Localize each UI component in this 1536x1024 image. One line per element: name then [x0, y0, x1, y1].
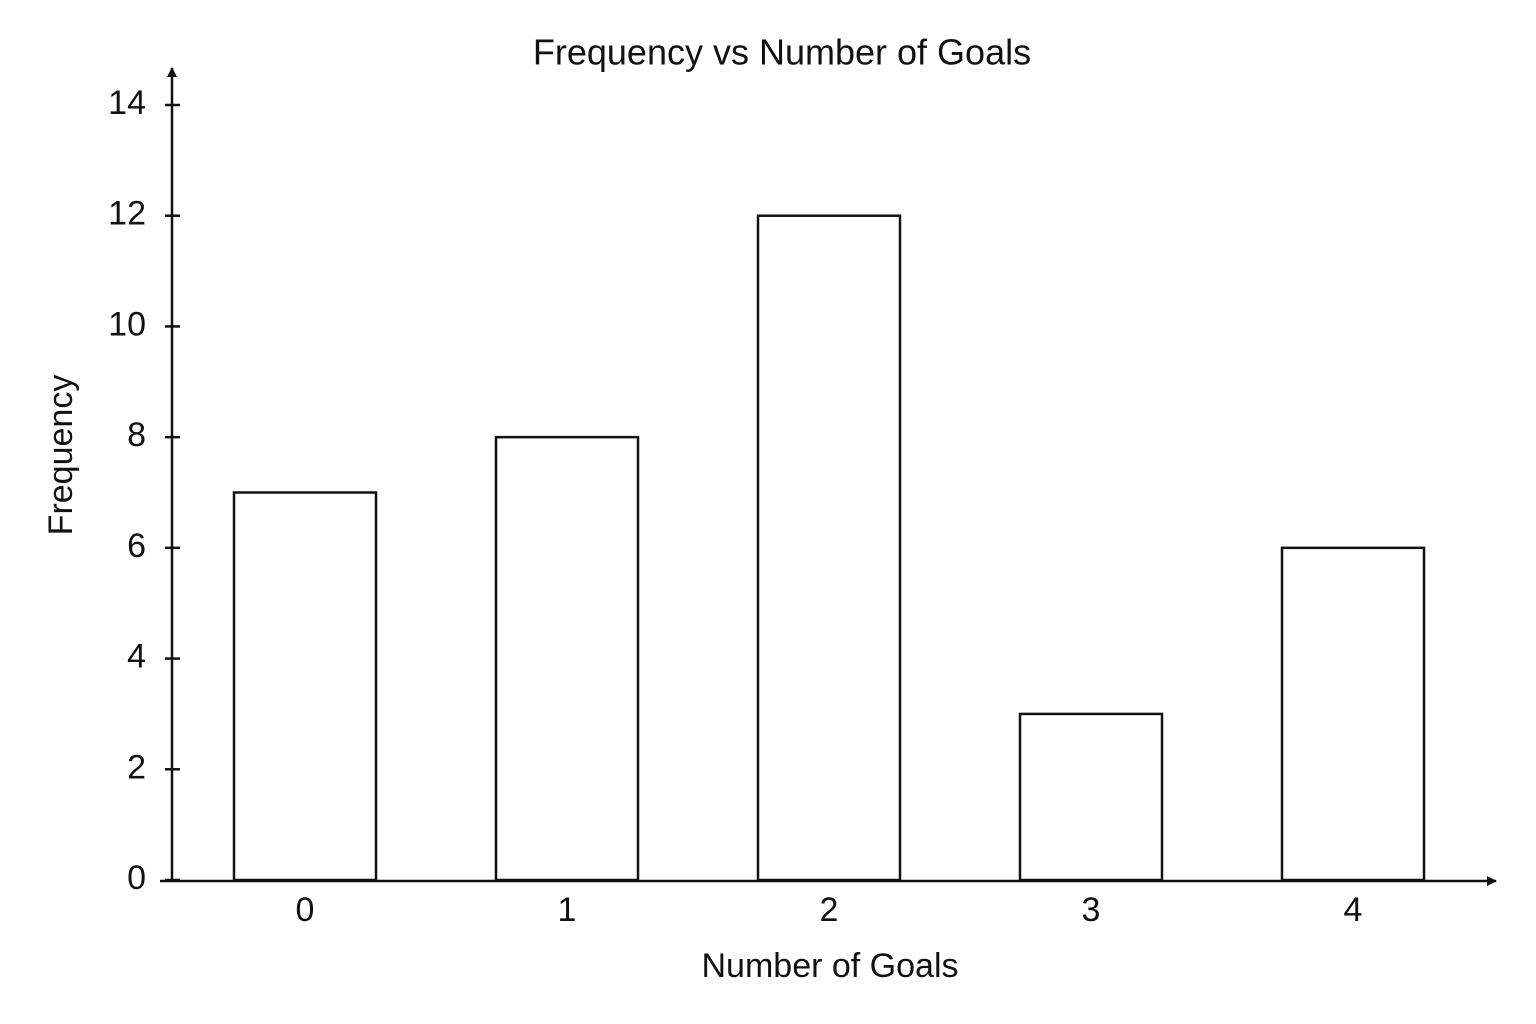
x-tick-label: 0	[296, 891, 315, 929]
bar	[756, 214, 902, 882]
x-tick-label: 1	[558, 891, 577, 929]
x-tick-label: 4	[1344, 891, 1363, 929]
bar	[232, 491, 378, 882]
y-tick-label: 14	[108, 84, 146, 122]
y-axis-label: Frequency	[42, 375, 80, 536]
bar	[1280, 546, 1426, 882]
y-tick-label: 10	[108, 305, 146, 343]
y-tick-label: 4	[127, 638, 146, 676]
y-tick-label: 6	[127, 527, 146, 565]
x-axis-label: Number of Goals	[702, 947, 959, 985]
y-tick-label: 12	[108, 195, 146, 233]
bar	[494, 435, 640, 882]
y-tick-label: 0	[127, 859, 146, 897]
y-tick-label: 2	[127, 748, 146, 786]
y-tick-label: 8	[127, 416, 146, 454]
x-tick-label: 2	[820, 891, 839, 929]
x-tick-label: 3	[1082, 891, 1101, 929]
bar	[1018, 712, 1164, 882]
chart-title: Frequency vs Number of Goals	[533, 32, 1031, 73]
